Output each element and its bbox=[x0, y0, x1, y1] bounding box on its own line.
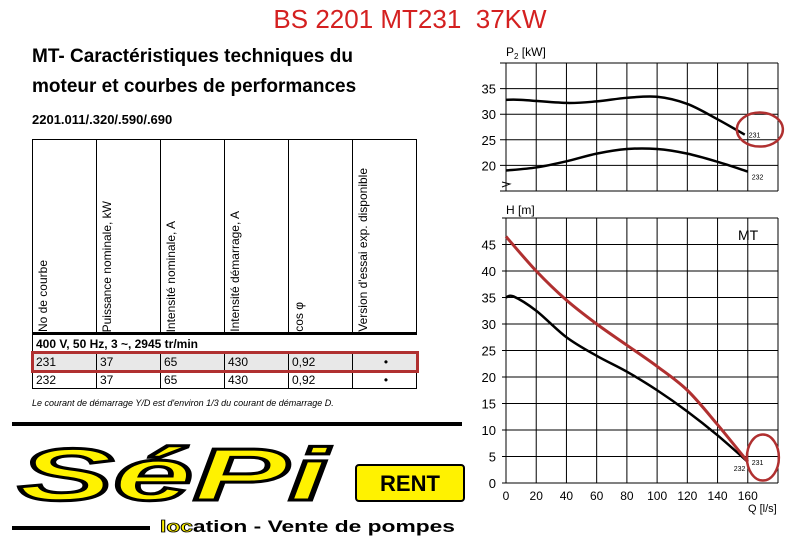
y-tick-label: 25 bbox=[482, 344, 496, 359]
x-tick-label: 20 bbox=[530, 489, 544, 503]
table-row: 231 37 65 430 0,92 • bbox=[30, 350, 419, 373]
y-tick-label: 0 bbox=[489, 476, 496, 491]
series-label-232: 232 bbox=[752, 175, 764, 182]
x-tick-label: 40 bbox=[560, 489, 574, 503]
h-axis-label: H [m] bbox=[506, 203, 535, 217]
y-tick-label: 10 bbox=[482, 423, 496, 438]
y-tick-label: 45 bbox=[482, 238, 496, 253]
p2-axis-label: P2 [kW] bbox=[506, 45, 546, 61]
x-tick-label: 60 bbox=[590, 489, 604, 503]
doc-title-line1: MT- Caractéristiques techniques du bbox=[32, 46, 353, 67]
logo-badge: RENT bbox=[380, 471, 440, 496]
y-tick-label: 40 bbox=[482, 264, 496, 279]
series-label-232: 232 bbox=[734, 466, 746, 473]
col-header: cos φ bbox=[288, 139, 353, 335]
series-line-231 bbox=[504, 235, 749, 463]
footnote: Le courant de démarrage Y/D est d'enviro… bbox=[32, 398, 334, 408]
highlight-circle bbox=[735, 111, 785, 148]
y-tick-label: 30 bbox=[482, 107, 496, 122]
x-tick-label: 140 bbox=[708, 489, 728, 503]
table-row: 232 37 65 430 0,92 • bbox=[32, 370, 417, 389]
y-tick-label: 25 bbox=[482, 133, 496, 148]
series-label-231: 231 bbox=[752, 460, 764, 467]
sepi-rent-logo: SéPi RENT loc ation - Vente de pompes bbox=[12, 422, 465, 536]
x-tick-label: 160 bbox=[738, 489, 758, 503]
y-tick-label: 20 bbox=[482, 370, 496, 385]
y-tick-label: 35 bbox=[482, 291, 496, 306]
x-tick-label: 120 bbox=[677, 489, 697, 503]
q-axis-label: Q [l/s] bbox=[748, 503, 777, 515]
col-header: Version d'essai exp. disponible bbox=[352, 139, 417, 335]
series-line-232 bbox=[505, 147, 749, 173]
y-tick-label: 35 bbox=[482, 82, 496, 97]
table-header-row: No de courbe Puissance nominale, kW Inte… bbox=[32, 139, 417, 335]
logo-brand: SéPi bbox=[18, 433, 331, 516]
doc-title-line2: moteur et courbes de performances bbox=[32, 76, 357, 97]
highlight-circle bbox=[745, 433, 781, 482]
page-title: BS 2201 MT231 37KW bbox=[273, 4, 547, 34]
y-tick-label: 30 bbox=[482, 317, 496, 332]
logo-tagline: loc ation - Vente de pompes bbox=[160, 517, 455, 536]
motor-spec-table: No de courbe Puissance nominale, kW Inte… bbox=[30, 139, 419, 389]
y-tick-label: 20 bbox=[482, 158, 496, 173]
series-line-232 bbox=[505, 294, 749, 463]
y-tick-label: 5 bbox=[489, 450, 496, 465]
x-tick-label: 100 bbox=[647, 489, 667, 503]
series-label-231: 231 bbox=[749, 133, 761, 140]
x-tick-label: 80 bbox=[620, 489, 634, 503]
series-line-231 bbox=[505, 95, 746, 136]
model-numbers: 2201.011/.320/.590/.690 bbox=[32, 112, 173, 127]
chart-annotation: MT bbox=[738, 227, 759, 243]
y-tick-label: 15 bbox=[482, 397, 496, 412]
x-tick-label: 0 bbox=[503, 489, 510, 503]
axis-break-icon bbox=[501, 181, 512, 188]
